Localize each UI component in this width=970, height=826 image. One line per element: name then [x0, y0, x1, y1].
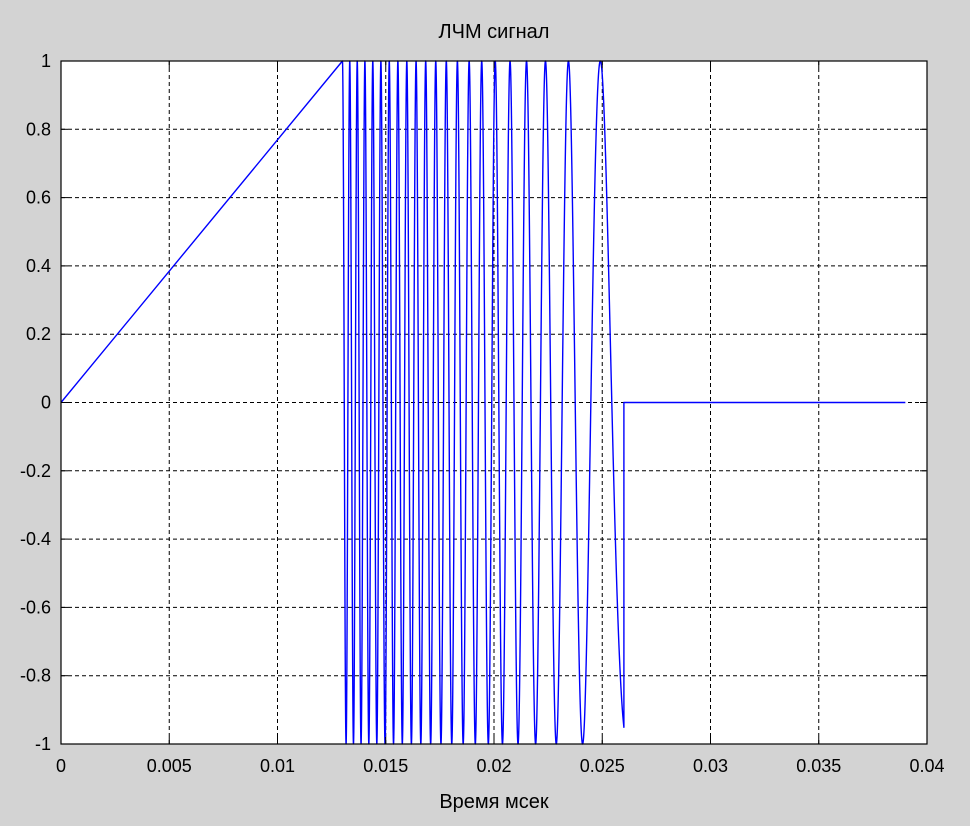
y-tick-labels: 1 0.8 0.6 0.4 0.2 0 -0.2 -0.4 -0.6 -0.8 -1 [20, 51, 51, 754]
x-tick-label: 0.01 [260, 756, 295, 776]
chart-title: ЛЧМ сигнал [439, 21, 550, 43]
y-tick-label: -0.8 [20, 666, 51, 686]
x-tick-label: 0.03 [693, 756, 728, 776]
y-tick-label: -1 [35, 734, 51, 754]
y-tick-label: 0 [41, 393, 51, 413]
x-tick-label: 0.005 [147, 756, 192, 776]
y-tick-label: -0.6 [20, 597, 51, 617]
x-tick-label: 0 [56, 756, 66, 776]
x-tick-label: 0.02 [476, 756, 511, 776]
x-tick-label: 0.015 [363, 756, 408, 776]
tick-marks [60, 60, 928, 745]
x-axis-label: Время мсек [439, 791, 549, 813]
x-tick-labels: 0 0.005 0.01 0.015 0.02 0.025 0.03 0.035 0.04 [56, 756, 945, 776]
y-tick-label: 1 [41, 51, 51, 71]
y-tick-label: 0.6 [26, 188, 51, 208]
y-tick-label: 0.8 [26, 119, 51, 139]
x-tick-label: 0.025 [580, 756, 625, 776]
y-tick-label: -0.2 [20, 461, 51, 481]
x-tick-label: 0.035 [796, 756, 841, 776]
y-tick-label: 0.2 [26, 324, 51, 344]
y-tick-label: -0.4 [20, 529, 51, 549]
x-tick-label: 0.04 [909, 756, 944, 776]
y-tick-label: 0.4 [26, 256, 51, 276]
